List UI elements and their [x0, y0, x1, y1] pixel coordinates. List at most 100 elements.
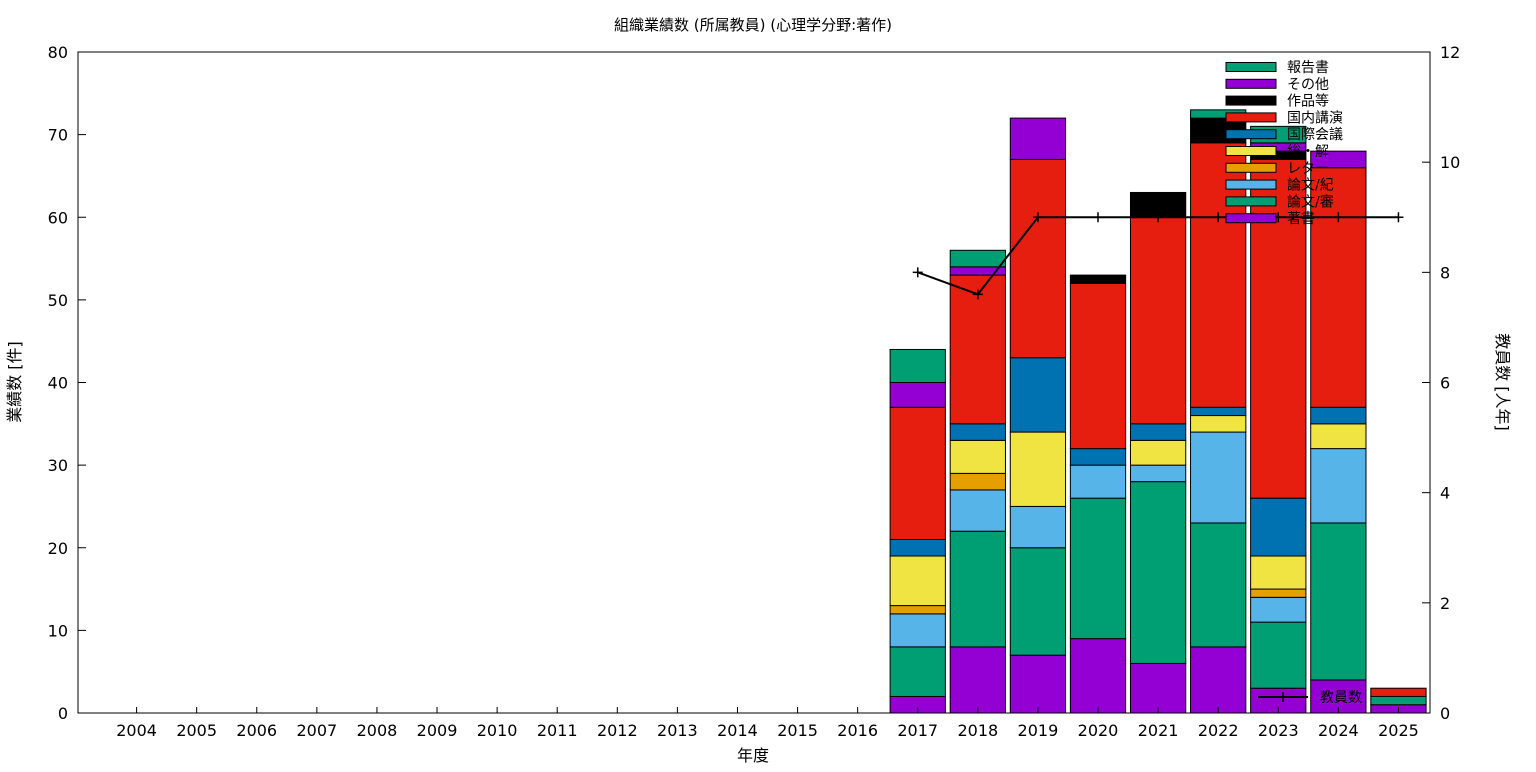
x-tick-label: 2016 — [837, 721, 878, 740]
bar-segment — [949, 646, 1006, 714]
bar-segment — [889, 348, 946, 384]
y2-tick-label: 12 — [1440, 43, 1460, 62]
bar-segment — [889, 613, 946, 648]
bar-segment — [1009, 431, 1067, 507]
bar-segment — [1129, 481, 1187, 664]
bar-segment — [1069, 497, 1127, 640]
legend-label: 国内講演 — [1287, 110, 1343, 126]
bar-segment — [949, 249, 1006, 268]
y2-tick-label: 10 — [1440, 153, 1460, 172]
bar-segment — [949, 489, 1006, 532]
bar-segment — [1310, 150, 1367, 169]
bar-segment — [1310, 448, 1367, 524]
bar-segment — [889, 646, 946, 697]
bar-segment — [1009, 357, 1067, 433]
bar-segment — [889, 605, 946, 615]
x-tick-label: 2013 — [657, 721, 698, 740]
x-tick-label: 2006 — [236, 721, 277, 740]
legend-swatch — [1225, 213, 1277, 224]
legend-label: 著書 — [1287, 211, 1315, 227]
bar-segment — [1129, 191, 1187, 218]
bar-segment — [1009, 117, 1067, 160]
legend-swatch — [1225, 196, 1277, 207]
bar-segment — [1310, 167, 1367, 408]
x-tick-label: 2007 — [296, 721, 337, 740]
bar-segment — [949, 530, 1006, 648]
bar-segment — [1009, 547, 1067, 656]
bar-segment — [1190, 646, 1247, 714]
bar-segment — [1370, 687, 1427, 697]
y-axis-label: 業績数 [件] — [5, 341, 24, 423]
axes-layer: 0 10 20 30 40 50 60 70 80 0 2 4 6 8 10 12 2004 2005 2006 20… — [48, 43, 1461, 740]
legend-label: レター — [1287, 161, 1329, 177]
bars-layer — [889, 109, 1427, 714]
bar-segment — [949, 439, 1006, 474]
x-tick-label: 2012 — [597, 721, 638, 740]
bar-segment — [1069, 274, 1127, 284]
y2-tick-label: 6 — [1440, 374, 1450, 393]
x-tick-label: 2019 — [1018, 721, 1059, 740]
y-tick-label: 60 — [48, 208, 68, 227]
x-tick-label: 2014 — [717, 721, 758, 740]
bar-segment — [949, 274, 1006, 425]
bar-segment — [1129, 423, 1187, 441]
x-tick-label: 2020 — [1078, 721, 1119, 740]
bar-segment — [1190, 522, 1247, 648]
legend-swatch — [1225, 62, 1277, 72]
bar-segment — [1310, 522, 1367, 681]
y2-tick-label: 8 — [1440, 263, 1450, 282]
bar-segment — [1129, 662, 1187, 714]
x-tick-label: 2025 — [1378, 721, 1419, 740]
bar-segment — [1069, 464, 1127, 499]
y2-tick-label: 4 — [1440, 484, 1450, 503]
y-tick-label: 20 — [48, 539, 68, 558]
legend-swatch — [1225, 112, 1277, 123]
x-tick-label: 2004 — [116, 721, 157, 740]
bar-segment — [1250, 555, 1307, 590]
y-tick-label: 50 — [48, 291, 68, 310]
bar-segment — [1190, 431, 1247, 524]
x-tick-label: 2005 — [176, 721, 217, 740]
bar-segment — [1009, 158, 1067, 359]
bar-segment — [1250, 588, 1307, 598]
y-tick-label: 0 — [58, 704, 68, 723]
y2-axis-label: 教員数 [人年] — [1493, 333, 1512, 431]
bar-segment — [1129, 216, 1187, 425]
bar-segment — [1190, 406, 1247, 417]
x-tick-label: 2022 — [1198, 721, 1239, 740]
x-tick-label: 2023 — [1258, 721, 1299, 740]
legend-swatch — [1225, 162, 1277, 173]
x-tick-label: 2008 — [357, 721, 398, 740]
legend-label: その他 — [1287, 77, 1329, 93]
bar-segment — [889, 555, 946, 607]
bar-segment — [1129, 464, 1187, 483]
bar-segment — [1310, 423, 1367, 450]
legend-line-label: 教員数 — [1320, 690, 1362, 706]
y2-tick-label: 2 — [1440, 594, 1450, 613]
legend-label: 総・解 — [1287, 144, 1329, 160]
legend-swatch — [1225, 78, 1277, 89]
bar-segment — [949, 423, 1006, 441]
bar-segment — [1069, 282, 1127, 450]
bar-segment — [889, 406, 946, 540]
y-tick-label: 40 — [48, 374, 68, 393]
bar-segment — [1009, 505, 1067, 549]
legend-swatch — [1225, 129, 1277, 140]
bar-segment — [1069, 638, 1127, 714]
bar-segment — [1370, 695, 1427, 706]
legend-label: 論文/審 — [1287, 194, 1334, 210]
x-tick-label: 2015 — [777, 721, 818, 740]
legend-swatch — [1225, 95, 1277, 106]
x-tick-label: 2009 — [417, 721, 458, 740]
x-axis-label: 年度 — [737, 746, 769, 765]
line-layer — [912, 212, 1404, 300]
bar-segment — [1250, 596, 1307, 623]
legend-label: 論文/紀 — [1287, 178, 1334, 194]
bar-segment — [1069, 448, 1127, 466]
y-tick-label: 30 — [48, 456, 68, 475]
x-tick-label: 2021 — [1138, 721, 1179, 740]
y-tick-label: 10 — [48, 621, 68, 640]
bar-segment — [1129, 439, 1187, 466]
legend-label: 作品等 — [1287, 93, 1329, 110]
